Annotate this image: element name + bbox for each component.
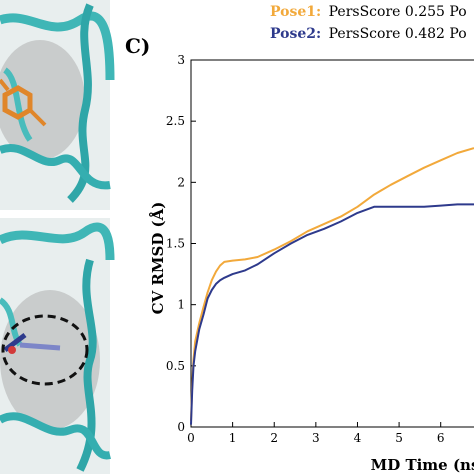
legend-item-pose1: Pose1: PersScore 0.255 Po [270, 4, 467, 20]
structure-image-bottom [0, 218, 115, 474]
axes-frame [190, 59, 474, 428]
panel-label: C) [125, 34, 150, 58]
x-tick-label: 5 [395, 431, 403, 445]
y-tick-label: 0 [177, 420, 185, 434]
legend-pose2-text: PersScore 0.482 Po [329, 26, 467, 42]
legend-pose1-text: PersScore 0.255 Po [329, 4, 467, 20]
series-line-pose1 [190, 147, 474, 421]
ligand-pose2-icon [3, 333, 61, 354]
x-tick-label: 6 [437, 431, 445, 445]
x-tick-label: 4 [354, 431, 362, 445]
legend-pose1-prefix: Pose1: [270, 4, 321, 20]
y-tick-label: 1.5 [166, 237, 185, 251]
binding-site-outline [1, 314, 89, 386]
x-tick-label: 1 [229, 431, 237, 445]
y-tick-label: 1 [177, 298, 185, 312]
axis-ticks: 0 0.5 1 1.5 2 2.5 3 0 1 2 3 4 5 6 [166, 53, 445, 445]
y-tick-label: 3 [177, 53, 185, 67]
legend: Pose1: PersScore 0.255 Po Pose2: PersSco… [270, 4, 467, 42]
legend-pose2-prefix: Pose2: [270, 26, 321, 42]
y-tick-label: 2.5 [166, 114, 185, 128]
series-line-pose2 [190, 203, 474, 425]
x-tick-label: 3 [312, 431, 320, 445]
legend-item-pose2: Pose2: PersScore 0.482 Po [270, 26, 467, 42]
ligand-pose1-icon [0, 78, 47, 127]
series-lines [190, 147, 474, 425]
plot-area [190, 59, 474, 428]
y-tick-label: 2 [177, 175, 185, 189]
protein-structure-images [0, 0, 120, 474]
x-tick-label: 0 [187, 431, 195, 445]
x-tick-label: 2 [270, 431, 278, 445]
structure-image-top [0, 0, 115, 210]
y-axis-label: CV RMSD (Å) [149, 202, 167, 315]
x-axis-label: MD Time (ns [371, 456, 474, 474]
y-tick-label: 0.5 [166, 359, 185, 373]
